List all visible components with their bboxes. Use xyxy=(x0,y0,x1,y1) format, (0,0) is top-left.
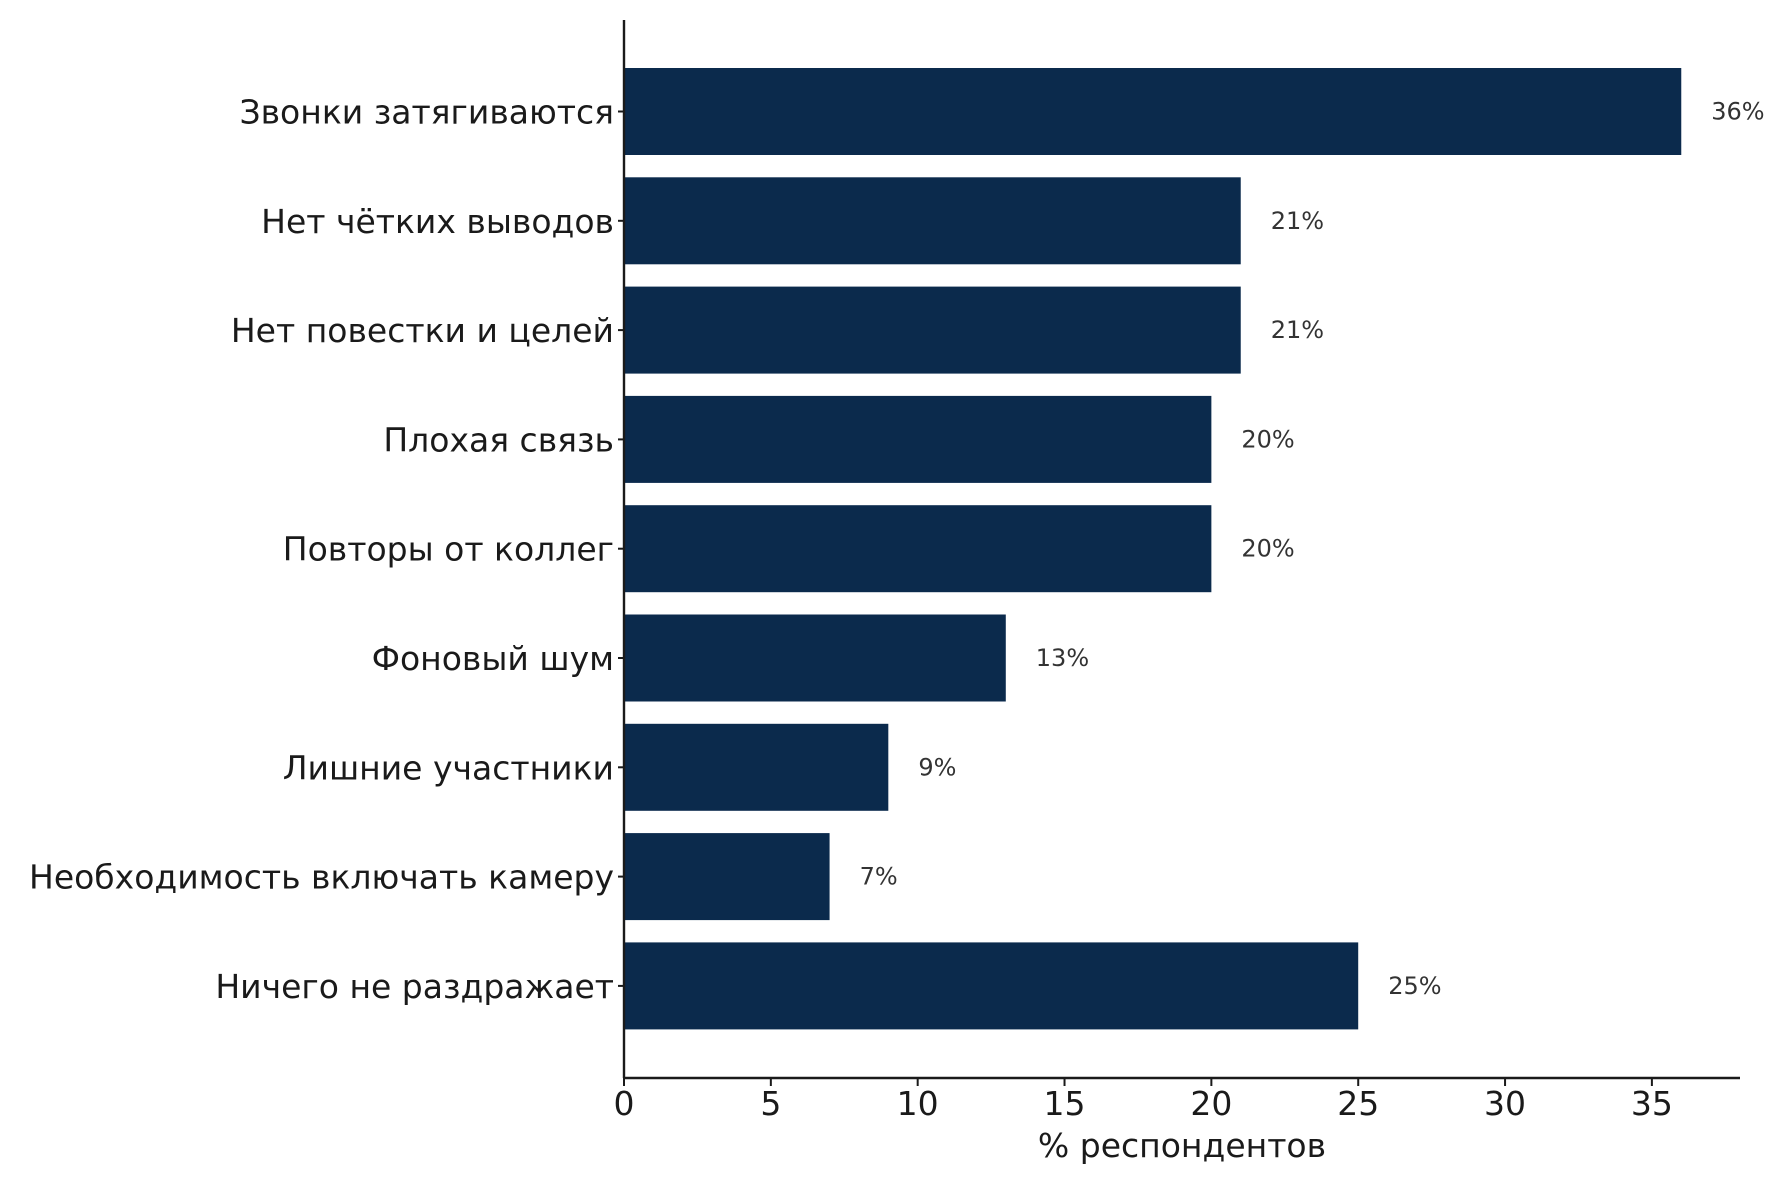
x-tick-label: 25 xyxy=(1337,1084,1379,1123)
x-tick-label: 35 xyxy=(1631,1084,1673,1123)
category-label: Ничего не раздражает xyxy=(215,967,614,1006)
bars-group xyxy=(624,68,1682,1030)
data-label: 25% xyxy=(1388,972,1441,1000)
data-label: 21% xyxy=(1271,207,1324,235)
value-labels-group: 36% 21% 21% 20% 20% 13% 9% 7% 25% xyxy=(860,98,1765,1000)
category-label: Нет чётких выводов xyxy=(261,202,614,241)
category-label: Плохая связь xyxy=(383,420,614,459)
category-label: Нет повестки и целей xyxy=(231,311,614,350)
data-label: 20% xyxy=(1241,425,1294,453)
data-label: 36% xyxy=(1711,98,1764,126)
bar xyxy=(624,942,1359,1030)
x-tick-label: 0 xyxy=(614,1084,635,1123)
category-label: Фоновый шум xyxy=(372,639,614,678)
data-label: 9% xyxy=(918,753,956,781)
x-tick-label: 30 xyxy=(1484,1084,1526,1123)
data-label: 21% xyxy=(1271,316,1324,344)
category-label: Звонки затягиваются xyxy=(239,93,614,132)
bar xyxy=(624,505,1212,593)
data-label: 13% xyxy=(1036,644,1089,672)
category-label: Повторы от коллег xyxy=(283,530,614,569)
bar xyxy=(624,286,1241,374)
data-label: 7% xyxy=(860,863,898,891)
x-ticks-group: 0 5 10 15 20 25 30 35 xyxy=(614,1078,1673,1123)
bar xyxy=(624,177,1241,265)
data-label: 20% xyxy=(1241,535,1294,563)
x-axis-title: % респондентов xyxy=(1038,1126,1326,1165)
bar xyxy=(624,723,889,811)
x-tick-label: 15 xyxy=(1044,1084,1086,1123)
category-label: Необходимость включать камеру xyxy=(29,858,614,897)
bar xyxy=(624,395,1212,483)
bar xyxy=(624,614,1006,702)
x-tick-label: 20 xyxy=(1190,1084,1232,1123)
bar xyxy=(624,833,830,921)
category-label: Лишние участники xyxy=(283,748,614,787)
x-tick-label: 10 xyxy=(897,1084,939,1123)
category-labels-group: Звонки затягиваются Нет чётких выводов Нет… xyxy=(29,93,624,1006)
x-tick-label: 5 xyxy=(760,1084,781,1123)
bar xyxy=(624,68,1682,155)
